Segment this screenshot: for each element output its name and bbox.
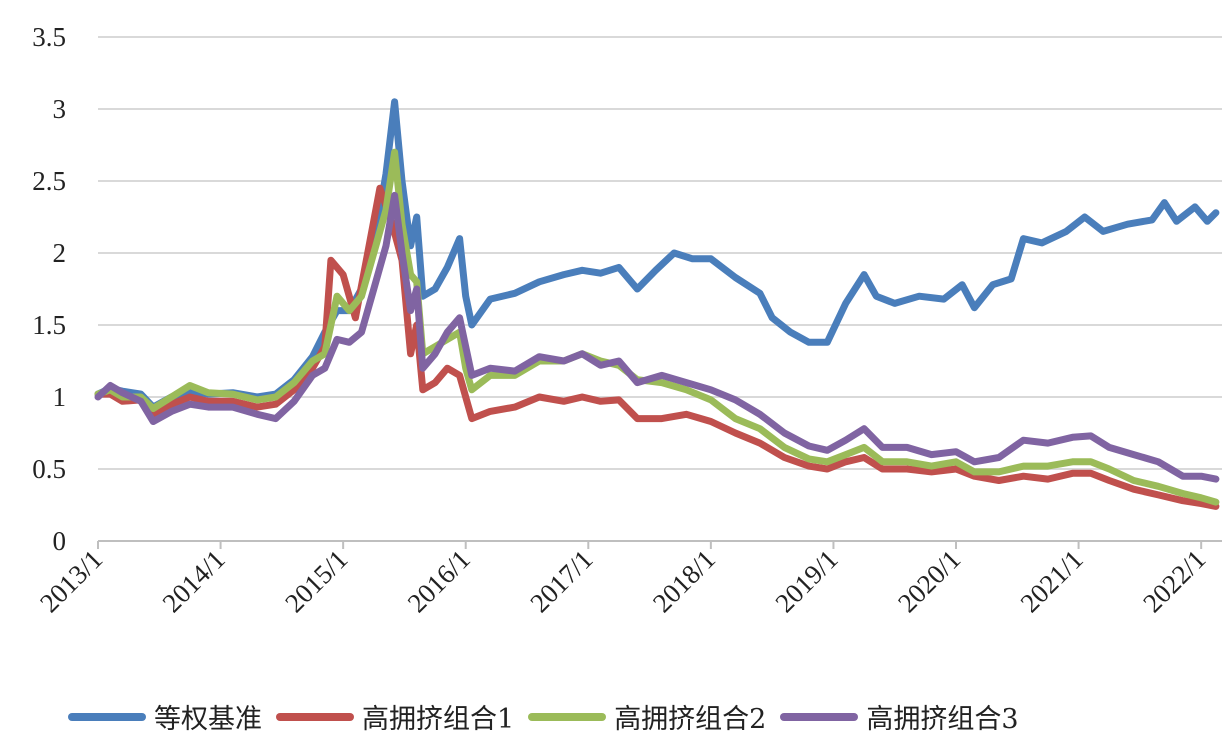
y-tick-label: 0 xyxy=(53,526,67,556)
y-tick-label: 2.5 xyxy=(32,166,66,196)
x-tick-label: 2020/1 xyxy=(892,544,966,618)
y-tick-label: 2 xyxy=(53,238,67,268)
x-tick-label: 2021/1 xyxy=(1015,544,1089,618)
y-tick-label: 3.5 xyxy=(32,22,66,52)
y-axis-ticks: 0 0.5 1 1.5 2 2.5 3 3.5 xyxy=(32,22,66,556)
legend-item: 高拥挤组合3 xyxy=(780,697,1019,736)
legend: 等权基准 高拥挤组合1 高拥挤组合2 高拥挤组合3 xyxy=(68,697,1033,736)
y-tick-label: 3 xyxy=(53,94,67,124)
series-lines xyxy=(94,98,1220,510)
legend-item: 等权基准 xyxy=(68,697,262,736)
y-tick-label: 1 xyxy=(53,382,67,412)
x-tick-label: 2016/1 xyxy=(402,544,476,618)
legend-swatch xyxy=(276,712,354,721)
x-tick-label: 2019/1 xyxy=(769,544,843,618)
legend-label: 高拥挤组合1 xyxy=(362,704,515,735)
x-tick-label: 2017/1 xyxy=(524,544,598,618)
x-axis: 2013/1 2014/1 2015/1 2016/1 2017/1 2018/1 2019… xyxy=(34,540,1222,618)
legend-swatch xyxy=(528,712,607,721)
legend-label: 高拥挤组合3 xyxy=(866,704,1019,735)
x-tick-label: 2022/1 xyxy=(1137,544,1211,618)
legend-label: 高拥挤组合2 xyxy=(614,704,767,735)
x-tick-label: 2018/1 xyxy=(647,544,721,618)
legend-item: 高拥挤组合2 xyxy=(528,697,766,736)
series-line-3 xyxy=(94,148,1220,506)
series-line-2 xyxy=(94,184,1220,510)
legend-label: 等权基准 xyxy=(154,704,262,735)
y-tick-label: 0.5 xyxy=(32,454,66,484)
series-line-1 xyxy=(94,98,1220,411)
series-line-4 xyxy=(94,191,1220,483)
legend-swatch xyxy=(68,712,146,721)
x-tick-label: 2013/1 xyxy=(34,544,108,618)
y-tick-label: 1.5 xyxy=(32,310,66,340)
legend-swatch xyxy=(780,712,859,721)
x-tick-label: 2015/1 xyxy=(279,544,353,618)
line-chart: 0 0.5 1 1.5 2 2.5 3 3.5 2013/1 2014/1 2015/1 2016/… xyxy=(32,22,1222,618)
x-tick-label: 2014/1 xyxy=(157,544,231,618)
legend-item: 高拥挤组合1 xyxy=(276,697,514,736)
